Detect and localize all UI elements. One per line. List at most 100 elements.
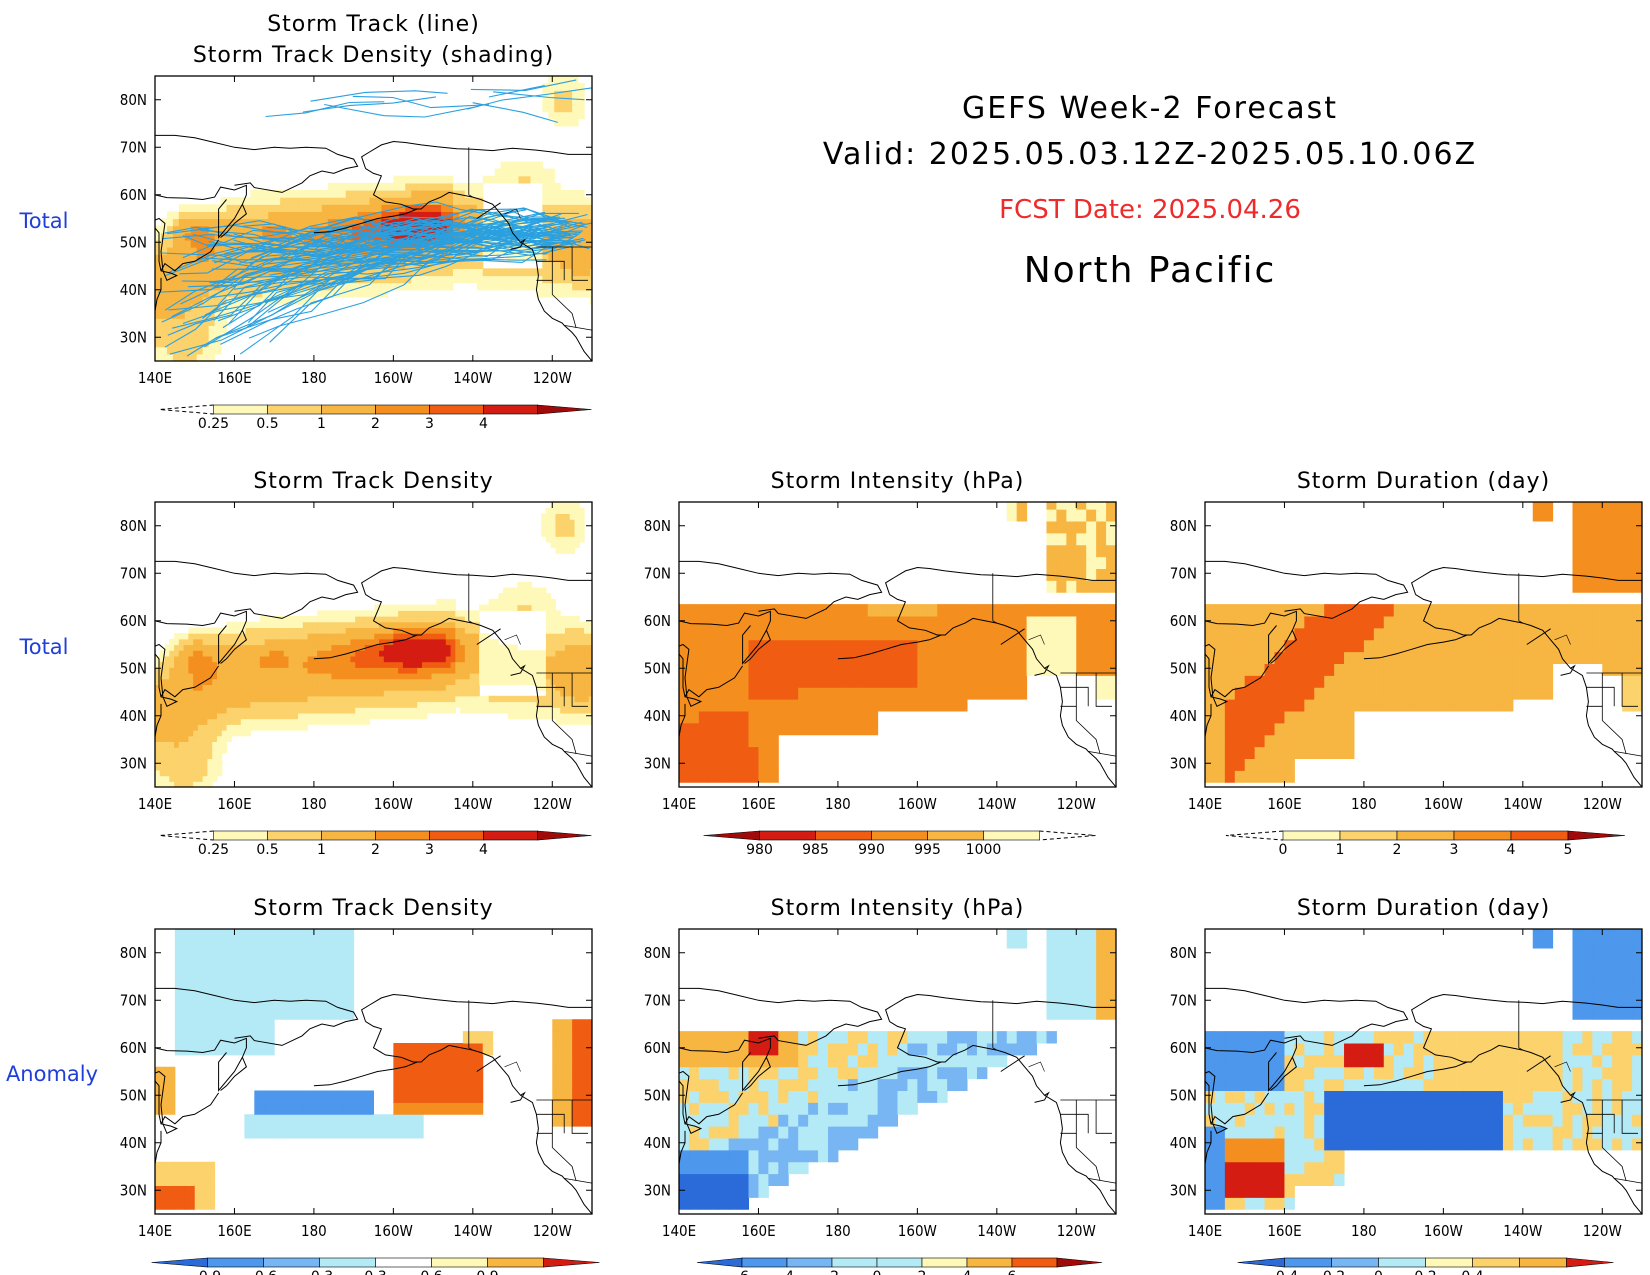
shade-cell	[407, 627, 414, 634]
storm-track-line	[310, 90, 448, 102]
shade-cell	[202, 650, 209, 657]
shade-cell	[483, 678, 490, 685]
shade-cell	[172, 268, 180, 277]
y-tick-label: 50N	[120, 1086, 147, 1104]
grid-cell	[333, 1102, 345, 1115]
shade-cell	[355, 644, 361, 651]
shade-cell	[345, 701, 352, 708]
shade-cell	[160, 275, 168, 284]
grid-cell	[1622, 663, 1633, 676]
shade-cell	[512, 161, 520, 170]
shade-cell	[507, 701, 514, 708]
shade-cell	[476, 254, 484, 262]
grid-cell	[552, 1066, 563, 1080]
shade-cell	[441, 655, 447, 663]
shade-cell	[564, 524, 571, 532]
shade-cell	[178, 678, 185, 685]
grid-cell	[1383, 627, 1395, 641]
shade-cell	[398, 616, 404, 623]
grid-cell	[1234, 604, 1246, 617]
grid-cell	[1294, 663, 1305, 676]
shade-cell	[579, 627, 585, 634]
shade-cell	[302, 661, 309, 668]
grid-cell	[1205, 675, 1216, 688]
grid-cell	[1363, 687, 1375, 700]
colorbar-segment	[213, 404, 268, 415]
shade-cell	[369, 225, 377, 234]
shade-cell	[412, 684, 418, 691]
grid-cell	[155, 1197, 166, 1210]
grid-cell	[274, 948, 285, 961]
shade-cell	[574, 684, 580, 691]
shade-cell	[345, 610, 352, 617]
shade-cell	[288, 678, 294, 685]
shade-cell	[350, 650, 356, 657]
shade-cell	[208, 332, 216, 341]
shade-cell	[274, 218, 281, 227]
panels: 140E 160E 180 160W 140W 120W80N70N60N50N40N30…	[120, 12, 1643, 1275]
shade-cell	[208, 232, 216, 241]
shade-cell	[274, 232, 281, 241]
grid-cell	[1096, 675, 1107, 688]
shade-cell	[383, 667, 390, 674]
grid-cell	[244, 948, 255, 961]
storm-track-line	[472, 102, 558, 123]
shade-cell	[259, 724, 266, 731]
grid-cell	[1016, 651, 1028, 664]
shade-cell	[550, 519, 557, 526]
shade-cell	[288, 673, 294, 680]
grid-cell	[164, 1090, 176, 1103]
shade-cell	[545, 712, 552, 720]
shade-cell	[507, 695, 514, 703]
shade-cell	[250, 204, 257, 212]
shade-cell	[506, 268, 514, 277]
shade-cell	[574, 707, 580, 714]
grid-cell	[976, 604, 988, 617]
shade-cell	[417, 650, 423, 657]
grid-cell	[1106, 580, 1116, 593]
shade-cell	[393, 633, 399, 640]
coastline	[1205, 610, 1297, 665]
grid-cell	[808, 711, 819, 724]
grid-cell	[1324, 687, 1335, 700]
grid-cell	[728, 604, 740, 617]
x-tick-label: 180	[825, 795, 851, 813]
shade-cell	[283, 633, 290, 640]
shade-cell	[482, 282, 490, 291]
grid-cell	[1612, 568, 1623, 581]
shade-cell	[307, 718, 313, 725]
shade-cell	[193, 678, 199, 685]
shade-cell	[208, 268, 216, 277]
grid-cell	[462, 1054, 474, 1068]
shade-cell	[550, 530, 557, 537]
shade-cell	[190, 346, 198, 355]
shade-cell	[531, 655, 537, 663]
grid-cell	[1602, 521, 1613, 534]
shade-cell	[426, 673, 433, 680]
storm-track-line	[242, 207, 570, 238]
shade-cell	[345, 182, 353, 191]
shade-cell	[231, 644, 237, 651]
shade-cell	[542, 182, 549, 191]
grid-cell	[857, 616, 869, 629]
shade-cell	[452, 239, 460, 248]
coastline	[155, 560, 359, 619]
shade-cell	[548, 254, 555, 262]
shade-cell	[264, 712, 271, 720]
grid-cell	[847, 604, 859, 617]
shade-cell	[183, 724, 189, 731]
grid-cell	[1582, 509, 1593, 522]
shade-cell	[302, 695, 309, 703]
shade-cell	[375, 190, 383, 198]
shade-cell	[333, 197, 341, 205]
grid-cell	[768, 675, 779, 688]
shade-cell	[245, 673, 251, 680]
shade-cell	[500, 175, 508, 184]
shade-cell	[288, 684, 294, 691]
shade-cell	[196, 311, 204, 319]
panel-intensity: 140E 160E 180 160W 140W 120W80N70N60N50N40N30…	[644, 469, 1117, 858]
shade-cell	[280, 204, 287, 212]
shade-cell	[402, 667, 409, 674]
shade-cell	[283, 718, 290, 725]
boundary-line	[571, 673, 588, 707]
